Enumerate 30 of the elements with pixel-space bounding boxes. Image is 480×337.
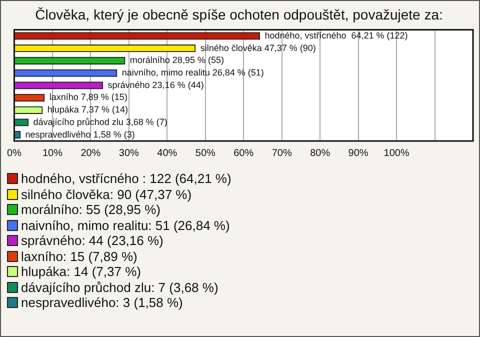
x-tick-label: 100% xyxy=(384,148,410,159)
data-label: laxního 7,89 % (15) xyxy=(49,92,128,102)
legend-label: laxního: 15 (7,89 %) xyxy=(21,248,138,264)
x-tick-label: 20% xyxy=(80,148,101,159)
x-tick-label: 40% xyxy=(157,148,178,159)
data-label: dávajícího průchod zlu 3,68 % (7) xyxy=(33,116,168,127)
x-tick-label: 0% xyxy=(7,148,22,159)
x-tick-label: 50% xyxy=(195,148,216,159)
legend-label: morálního: 55 (28,95 %) xyxy=(21,202,160,217)
data-label: správného 23,16 % (44) xyxy=(108,80,204,90)
legend-label: dávajícího průchod zlu: 7 (3,68 %) xyxy=(21,280,218,294)
legend-label: hodného, vstřícného : 122 (64,21 %) xyxy=(21,171,232,186)
x-tick-label: 10% xyxy=(42,148,63,159)
chart-title: Člověka, který je obecně spíše ochoten odpouštět, považujete za: xyxy=(35,6,443,22)
legend-label: hlupáka: 14 (7,37 %) xyxy=(21,264,141,279)
x-tick-label: 60% xyxy=(234,148,254,159)
data-label: morálního 28,95 % (55) xyxy=(130,55,224,66)
legend-label: naivního, mimo realitu: 51 (26,84 %) xyxy=(21,218,230,232)
data-label: hlupáka 7,37 % (14) xyxy=(47,104,128,115)
x-tick-label: 30% xyxy=(118,148,140,159)
data-label: naivního, mimo realitu 26,84 % (51) xyxy=(122,68,264,78)
legend-label: nespravedlivého: 3 (1,58 %) xyxy=(21,295,183,310)
x-tick-label: 90% xyxy=(348,148,368,159)
data-label: silného člověka 47,37 % (90) xyxy=(200,42,316,53)
legend-label: silného člověka: 90 (47,37 %) xyxy=(21,186,192,202)
x-tick-label: 70% xyxy=(272,148,292,159)
legend-label: správného: 44 (23,16 %) xyxy=(21,233,164,248)
data-label: hodného, vstřícného 64,21 % (122) xyxy=(264,30,408,40)
data-label: nespravedlivého 1,58 % (3) xyxy=(25,129,135,140)
x-tick-label: 80% xyxy=(310,148,330,159)
